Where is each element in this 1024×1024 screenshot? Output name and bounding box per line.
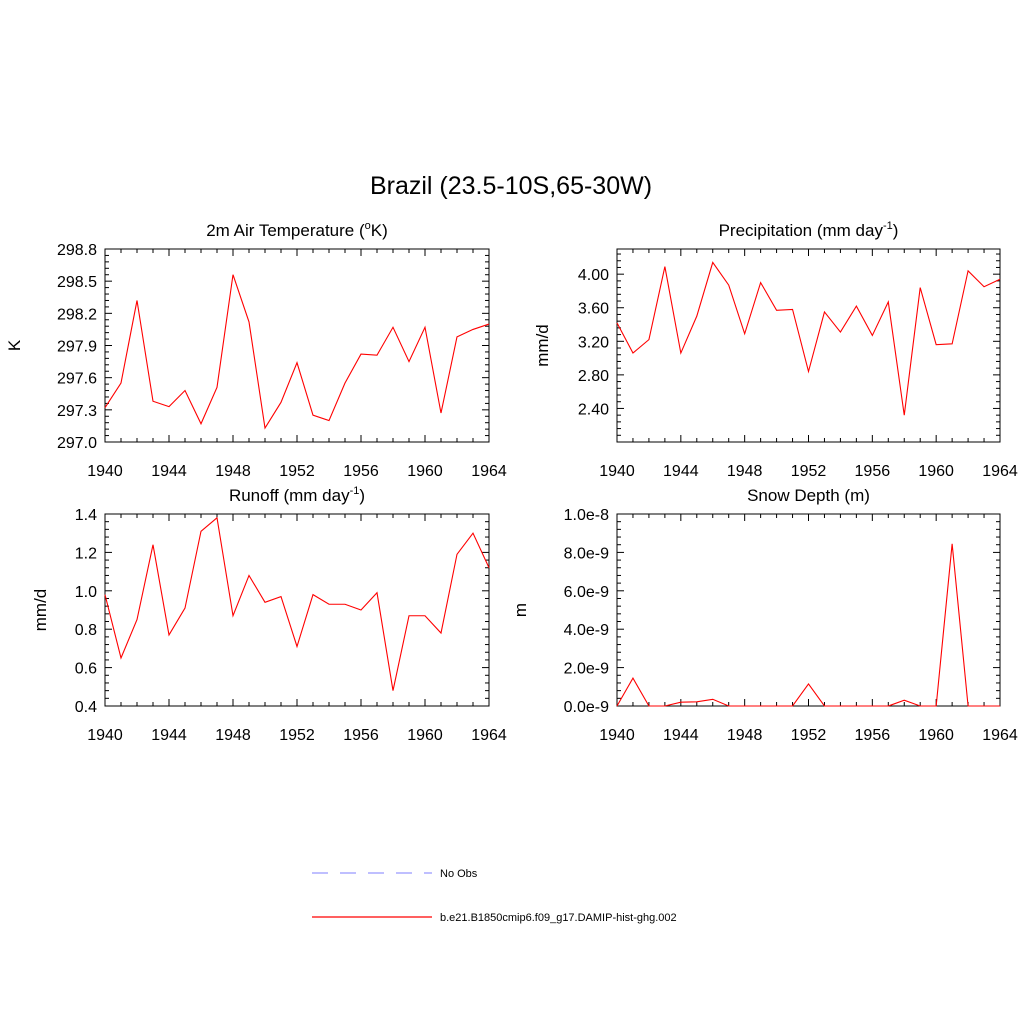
panel-title: Runoff (mm day-1) [229, 485, 365, 505]
y-axis-label: mm/d [31, 589, 50, 632]
y-tick-label: 298.2 [57, 306, 97, 323]
x-tick-label: 1956 [855, 463, 891, 480]
x-tick-label: 1964 [471, 727, 507, 744]
panel-title-unit: K) [371, 221, 388, 240]
y-tick-label: 2.80 [578, 368, 609, 385]
y-tick-label: 297.6 [57, 371, 97, 388]
x-tick-label: 1948 [215, 727, 251, 744]
series-line-model [104, 274, 490, 430]
panel-title-superscript: -1 [350, 485, 360, 497]
y-axis-label: m [511, 603, 530, 617]
panel-precipitation: 1940 1944 1948 1952 1956 1960 1964 2.40 2.80 3.20… [533, 220, 1018, 480]
plot-frame [104, 513, 490, 707]
y-tick-label: 1.0e-8 [564, 507, 609, 524]
panel-title-degree: o [365, 220, 371, 232]
panel-title-text: Runoff (mm day [229, 486, 350, 505]
panel-runoff: 1940 1944 1948 1952 1956 1960 1964 0.4 0.6 0.8 1.0… [31, 485, 507, 744]
x-tick-label: 1960 [918, 463, 954, 480]
y-tick-label: 1.4 [75, 507, 97, 524]
legend-label-obs: No Obs [440, 868, 478, 880]
y-tick-label: 1.0 [75, 584, 97, 601]
panel-snow-depth: 1940 1944 1948 1952 1956 1960 1964 0.0e-9 2.0e-9… [511, 486, 1018, 744]
y-tick-label: 0.4 [75, 699, 97, 716]
plot-frame [616, 248, 1001, 443]
panel-title: Precipitation (mm day-1) [719, 220, 899, 240]
legend: No Obs b.e21.B1850cmip6.f09_g17.DAMIP-hi… [312, 868, 677, 924]
x-tick-label: 1948 [727, 463, 763, 480]
y-axis-label: mm/d [533, 324, 552, 367]
x-tick-label: 1944 [151, 727, 187, 744]
y-tick-label: 297.0 [57, 435, 97, 452]
y-tick-label: 297.9 [57, 339, 97, 356]
plot-frame [616, 513, 1001, 707]
panel-air-temperature: 1940 1944 1948 1952 1956 1960 1964 297.0 297.3 29… [5, 220, 507, 480]
y-tick-label: 297.3 [57, 403, 97, 420]
x-tick-label: 1960 [407, 463, 443, 480]
x-tick-label: 1960 [918, 727, 954, 744]
panel-title-text: Precipitation (mm day [719, 221, 884, 240]
y-tick-label: 4.0e-9 [564, 622, 609, 639]
y-axis-label: K [5, 339, 24, 351]
x-tick-label: 1944 [663, 727, 699, 744]
panel-title-end: ) [893, 221, 899, 240]
x-tick-label: 1944 [663, 463, 699, 480]
x-tick-label: 1940 [599, 727, 635, 744]
legend-label-model: b.e21.B1850cmip6.f09_g17.DAMIP-hist-ghg.… [440, 912, 677, 924]
x-tick-label: 1956 [343, 463, 379, 480]
y-tick-label: 0.0e-9 [564, 699, 609, 716]
panel-title: 2m Air Temperature (oK) [206, 220, 388, 240]
x-tick-label: 1964 [982, 463, 1018, 480]
x-tick-label: 1948 [215, 463, 251, 480]
y-tick-label: 2.0e-9 [564, 661, 609, 678]
x-tick-label: 1956 [343, 727, 379, 744]
series-line-model [616, 261, 1001, 416]
x-tick-label: 1948 [727, 727, 763, 744]
x-tick-label: 1952 [791, 463, 827, 480]
x-tick-label: 1952 [791, 727, 827, 744]
series-line-model [616, 543, 1000, 707]
x-tick-label: 1960 [407, 727, 443, 744]
y-tick-label: 6.0e-9 [564, 584, 609, 601]
y-tick-label: 3.60 [578, 301, 609, 318]
y-tick-label: 2.40 [578, 401, 609, 418]
panel-title-text: 2m Air Temperature ( [206, 221, 365, 240]
y-tick-label: 1.2 [75, 545, 97, 562]
x-tick-label: 1964 [471, 463, 507, 480]
x-tick-label: 1964 [982, 727, 1018, 744]
y-tick-label: 8.0e-9 [564, 545, 609, 562]
y-tick-label: 4.00 [578, 267, 609, 284]
y-tick-label: 298.5 [57, 274, 97, 291]
x-tick-label: 1944 [151, 463, 187, 480]
x-tick-label: 1956 [855, 727, 891, 744]
y-tick-label: 298.8 [57, 242, 97, 259]
x-tick-label: 1940 [87, 727, 123, 744]
y-tick-label: 0.6 [75, 661, 97, 678]
panel-title-end: ) [359, 486, 365, 505]
x-tick-label: 1952 [279, 727, 315, 744]
x-tick-label: 1952 [279, 463, 315, 480]
x-tick-label: 1940 [599, 463, 635, 480]
series-line-model [104, 516, 490, 691]
plot-frame [104, 248, 490, 443]
panel-title: Snow Depth (m) [747, 486, 870, 505]
y-tick-label: 3.20 [578, 334, 609, 351]
main-title: Brazil (23.5-10S,65-30W) [370, 172, 652, 200]
panel-title-superscript: -1 [883, 220, 893, 232]
y-tick-label: 0.8 [75, 622, 97, 639]
x-tick-label: 1940 [87, 463, 123, 480]
